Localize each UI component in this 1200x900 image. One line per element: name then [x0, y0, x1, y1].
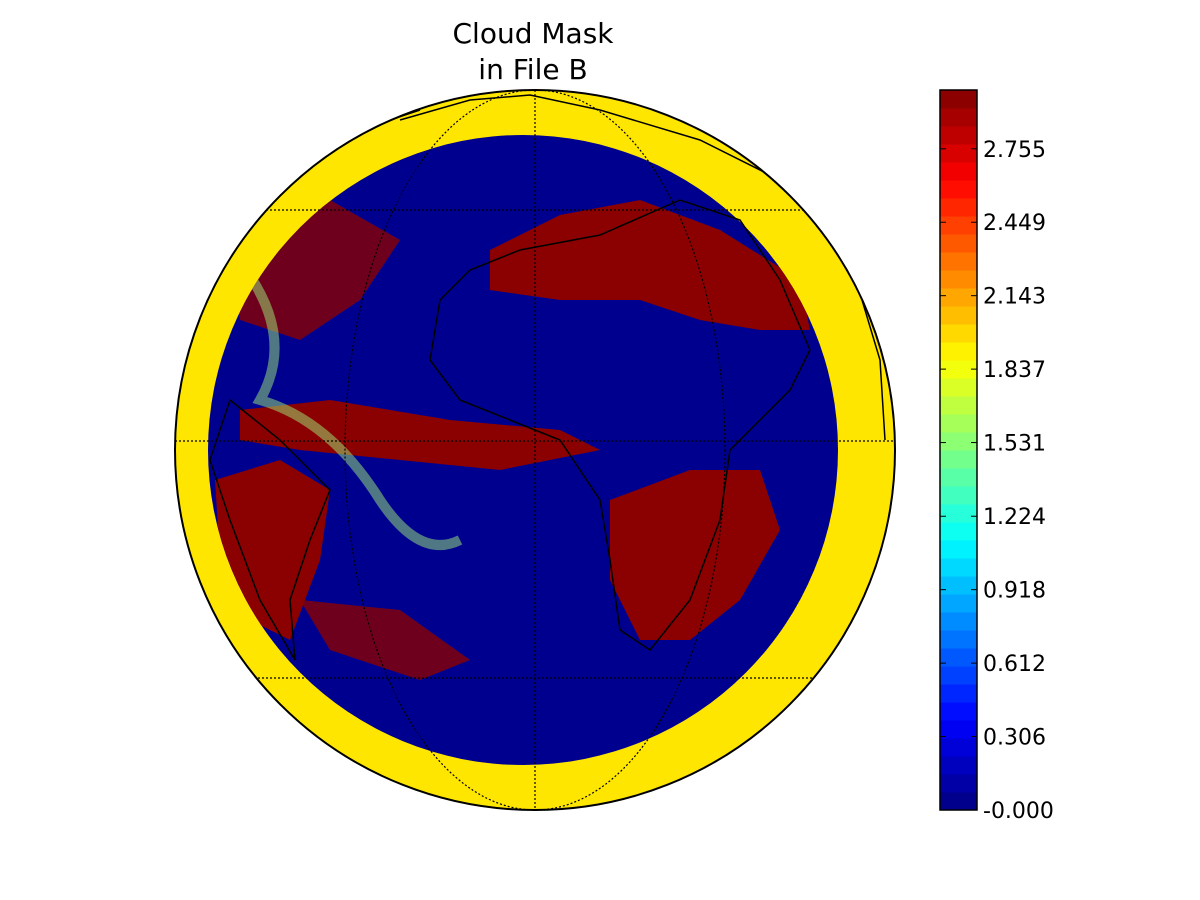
tick-label: 1.837 — [983, 358, 1046, 383]
colorbar-step — [940, 648, 977, 667]
graticule — [175, 90, 895, 810]
colorbar-step — [940, 576, 977, 595]
colorbar-step — [940, 324, 977, 343]
colorbar-step — [940, 90, 977, 109]
colorbar-step — [940, 594, 977, 613]
colorbar-step — [940, 342, 977, 361]
colorbar-step — [940, 126, 977, 145]
colorbar-step — [940, 360, 977, 379]
cloud-region — [490, 200, 810, 330]
colorbar-step — [940, 378, 977, 397]
tick-label: -0.000 — [983, 799, 1054, 824]
colorbar-step — [940, 666, 977, 685]
colorbar-step — [940, 540, 977, 559]
colorbar-step — [940, 234, 977, 253]
colorbar-step — [940, 396, 977, 415]
tick-label: 2.143 — [983, 285, 1046, 310]
colorbar-step — [940, 414, 977, 433]
colorbar-step — [940, 792, 977, 811]
colorbar-step — [940, 270, 977, 289]
colorbar-step — [940, 774, 977, 793]
colorbar-step — [940, 108, 977, 127]
colorbar-step — [940, 558, 977, 577]
colorbar-step — [940, 450, 977, 469]
colorbar-step — [940, 720, 977, 739]
tick-label: 2.449 — [983, 211, 1046, 236]
cloud-region — [215, 460, 330, 640]
colorbar-step — [940, 756, 977, 775]
colorbar-step — [940, 432, 977, 451]
tick-label: 1.224 — [983, 505, 1046, 530]
tick-label: 0.918 — [983, 579, 1046, 604]
colorbar-step — [940, 702, 977, 721]
colorbar: -0.000 0.306 0.612 0.918 1.224 1.531 1.837 2.14… — [939, 89, 1054, 824]
colorbar-step — [940, 306, 977, 325]
title-line: Cloud Mask — [453, 17, 615, 50]
colorbar-step — [940, 216, 977, 235]
tick-label: 1.531 — [983, 432, 1046, 457]
colorbar-step — [940, 180, 977, 199]
colorbar-step — [940, 252, 977, 271]
cloud-region — [300, 600, 470, 680]
colorbar-step — [940, 522, 977, 541]
colorbar-step — [940, 684, 977, 703]
globe — [174, 89, 896, 811]
colorbar-step — [940, 612, 977, 631]
colorbar-frame — [939, 89, 978, 811]
cloud-region — [610, 470, 780, 640]
cloud-edge — [226, 246, 463, 550]
colorbar-step — [940, 288, 977, 307]
colorbar-step — [940, 738, 977, 757]
tick-label: 0.306 — [983, 726, 1046, 751]
colorbar-step — [940, 504, 977, 523]
colorbar-step — [940, 486, 977, 505]
colorbar-step — [940, 468, 977, 487]
title-line: in File B — [478, 53, 587, 86]
colorbar-step — [940, 198, 977, 217]
tick-label: 2.755 — [983, 138, 1046, 163]
cloud-region — [240, 400, 600, 470]
colorbar-step — [940, 630, 977, 649]
colorbar-step — [940, 144, 977, 163]
globe-edge — [174, 89, 896, 811]
colorbar-step — [940, 162, 977, 181]
tick-label: 0.612 — [983, 652, 1046, 677]
